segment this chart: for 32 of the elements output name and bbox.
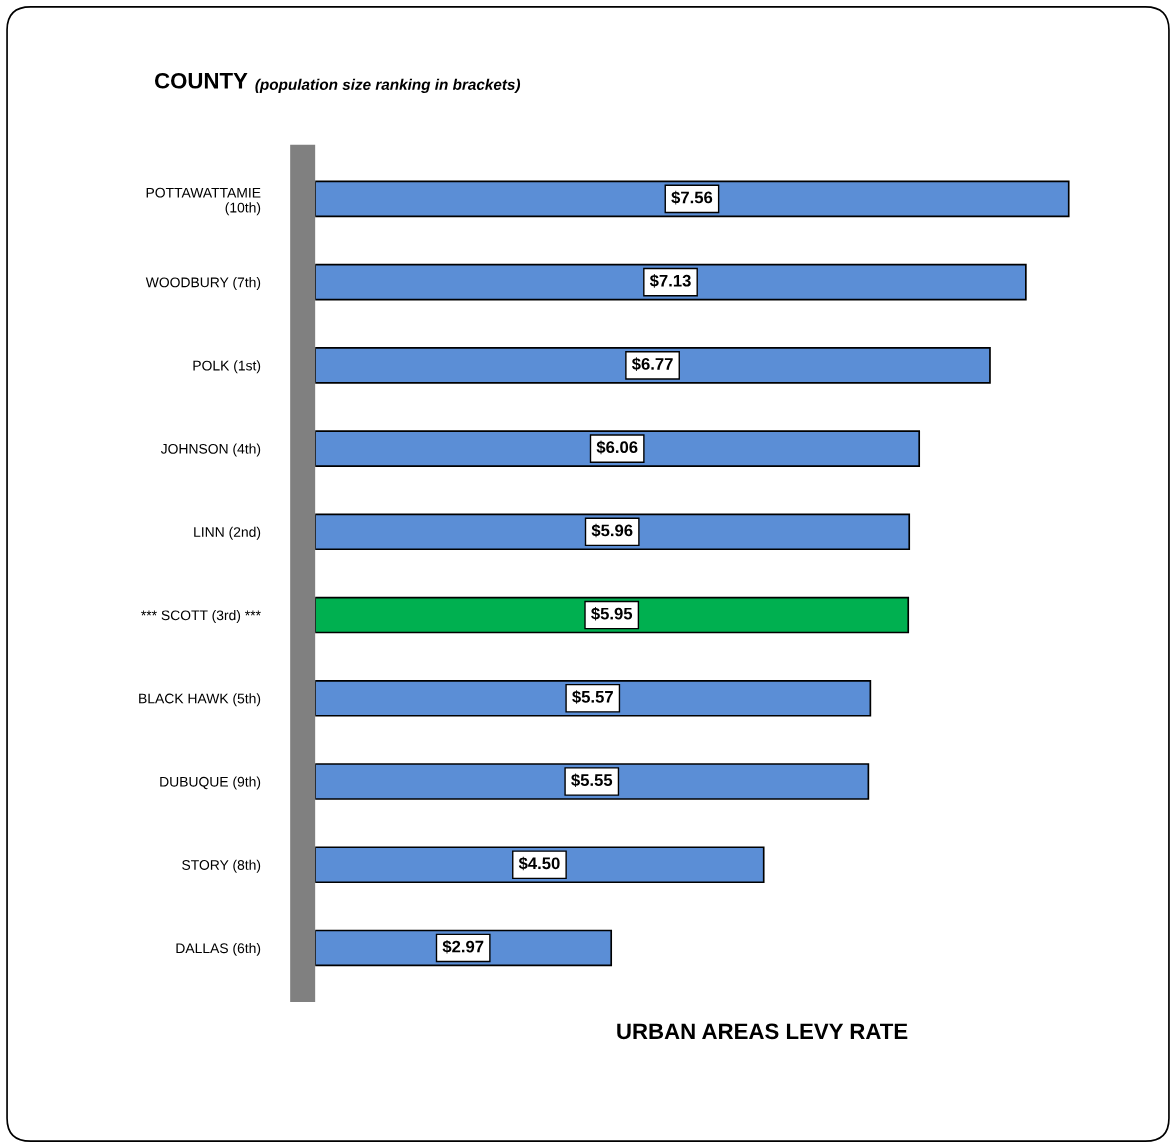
- data-label: $7.13: [649, 274, 691, 288]
- bar: [315, 846, 765, 884]
- y-tick-label: BLACK HAWK (5th): [139, 693, 261, 707]
- y-tick-label: JOHNSON (4th): [160, 443, 261, 457]
- chart-title: COUNTY: [154, 72, 248, 89]
- data-label: $4.50: [518, 856, 560, 871]
- chart-subtitle: (population size ranking in brackets): [255, 78, 521, 94]
- data-label: $5.57: [572, 690, 613, 704]
- bar: [315, 263, 1027, 301]
- data-label: $7.56: [671, 190, 713, 205]
- data-label: $5.95: [591, 606, 633, 621]
- bar: [315, 430, 921, 467]
- y-tick-label: POLK (1st): [193, 360, 261, 374]
- data-label: $5.96: [591, 523, 633, 538]
- bar: [315, 513, 911, 551]
- y-tick-label: WOODBURY (7th): [145, 277, 261, 291]
- x-axis-title: URBAN AREAS LEVY RATE: [617, 1023, 908, 1040]
- bar: [315, 347, 991, 384]
- bar: [315, 679, 872, 717]
- bar: [315, 180, 1070, 218]
- data-label: $2.97: [442, 939, 484, 954]
- y-tick-label: POTTAWATTAMIE (10th): [146, 187, 261, 216]
- data-label: $6.06: [596, 440, 638, 455]
- bar: [315, 596, 910, 634]
- data-label: $5.55: [571, 773, 613, 788]
- y-tick-label: LINN (2nd): [194, 526, 261, 540]
- data-label: $6.77: [631, 357, 673, 371]
- y-tick-label: *** SCOTT (3rd) ***: [141, 610, 261, 623]
- y-tick-label: DALLAS (6th): [176, 942, 261, 956]
- bar: [315, 763, 870, 800]
- y-tick-label: STORY (8th): [182, 859, 261, 873]
- y-tick-label: DUBUQUE (9th): [160, 776, 261, 790]
